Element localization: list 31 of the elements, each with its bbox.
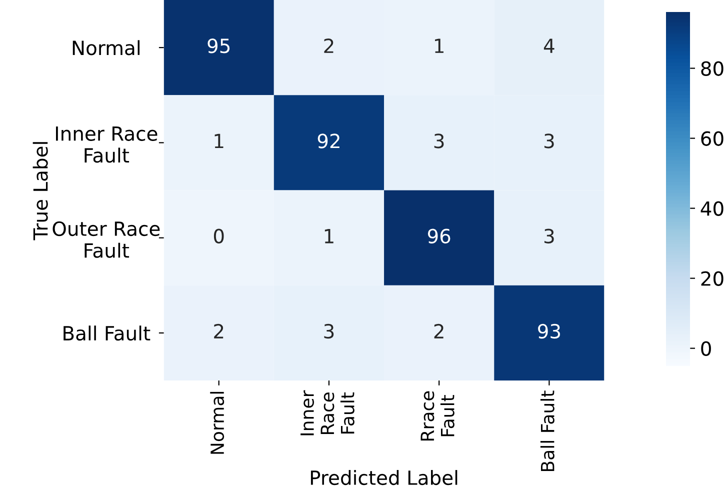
data-label: 95	[208, 38, 230, 54]
data-label: 1	[435, 38, 444, 53]
data-label: 2	[324, 38, 334, 53]
data-label: 3	[434, 134, 444, 148]
data-label: 0	[214, 228, 224, 244]
data-label: 3	[544, 228, 554, 244]
color-bar-label: 80	[701, 61, 724, 76]
x-tick-label: Ball Fault	[540, 390, 554, 472]
y-tick-label: Ball Fault	[64, 326, 150, 341]
y-axis-title: True Label	[32, 142, 48, 240]
color-bar-label: 20	[701, 271, 724, 286]
x-axis-title: Predicted Label	[310, 470, 458, 486]
data-label: 1	[214, 134, 224, 148]
data-label: 3	[544, 134, 554, 148]
color-bar-label: 0	[701, 341, 711, 356]
color-bar-label: 60	[701, 131, 724, 146]
color-bar-label: 40	[700, 201, 724, 216]
x-tick-label: Rrace Fault	[420, 391, 454, 441]
x-tick-label: Inner Race Fault	[300, 390, 354, 436]
y-tick-label: Inner Race Fault	[56, 126, 158, 163]
y-tick-label: Outer Race Fault	[52, 221, 160, 258]
data-label: 1	[324, 229, 334, 244]
data-label: 93	[538, 324, 560, 339]
data-label: 92	[318, 134, 340, 148]
data-label: 2	[434, 324, 444, 338]
data-label: 2	[214, 324, 224, 338]
y-tick-label: Normal	[72, 40, 140, 56]
x-tick-label: Normal	[210, 392, 224, 454]
data-label: 4	[544, 38, 554, 53]
data-label: 96	[428, 228, 450, 244]
data-label: 3	[324, 324, 334, 339]
